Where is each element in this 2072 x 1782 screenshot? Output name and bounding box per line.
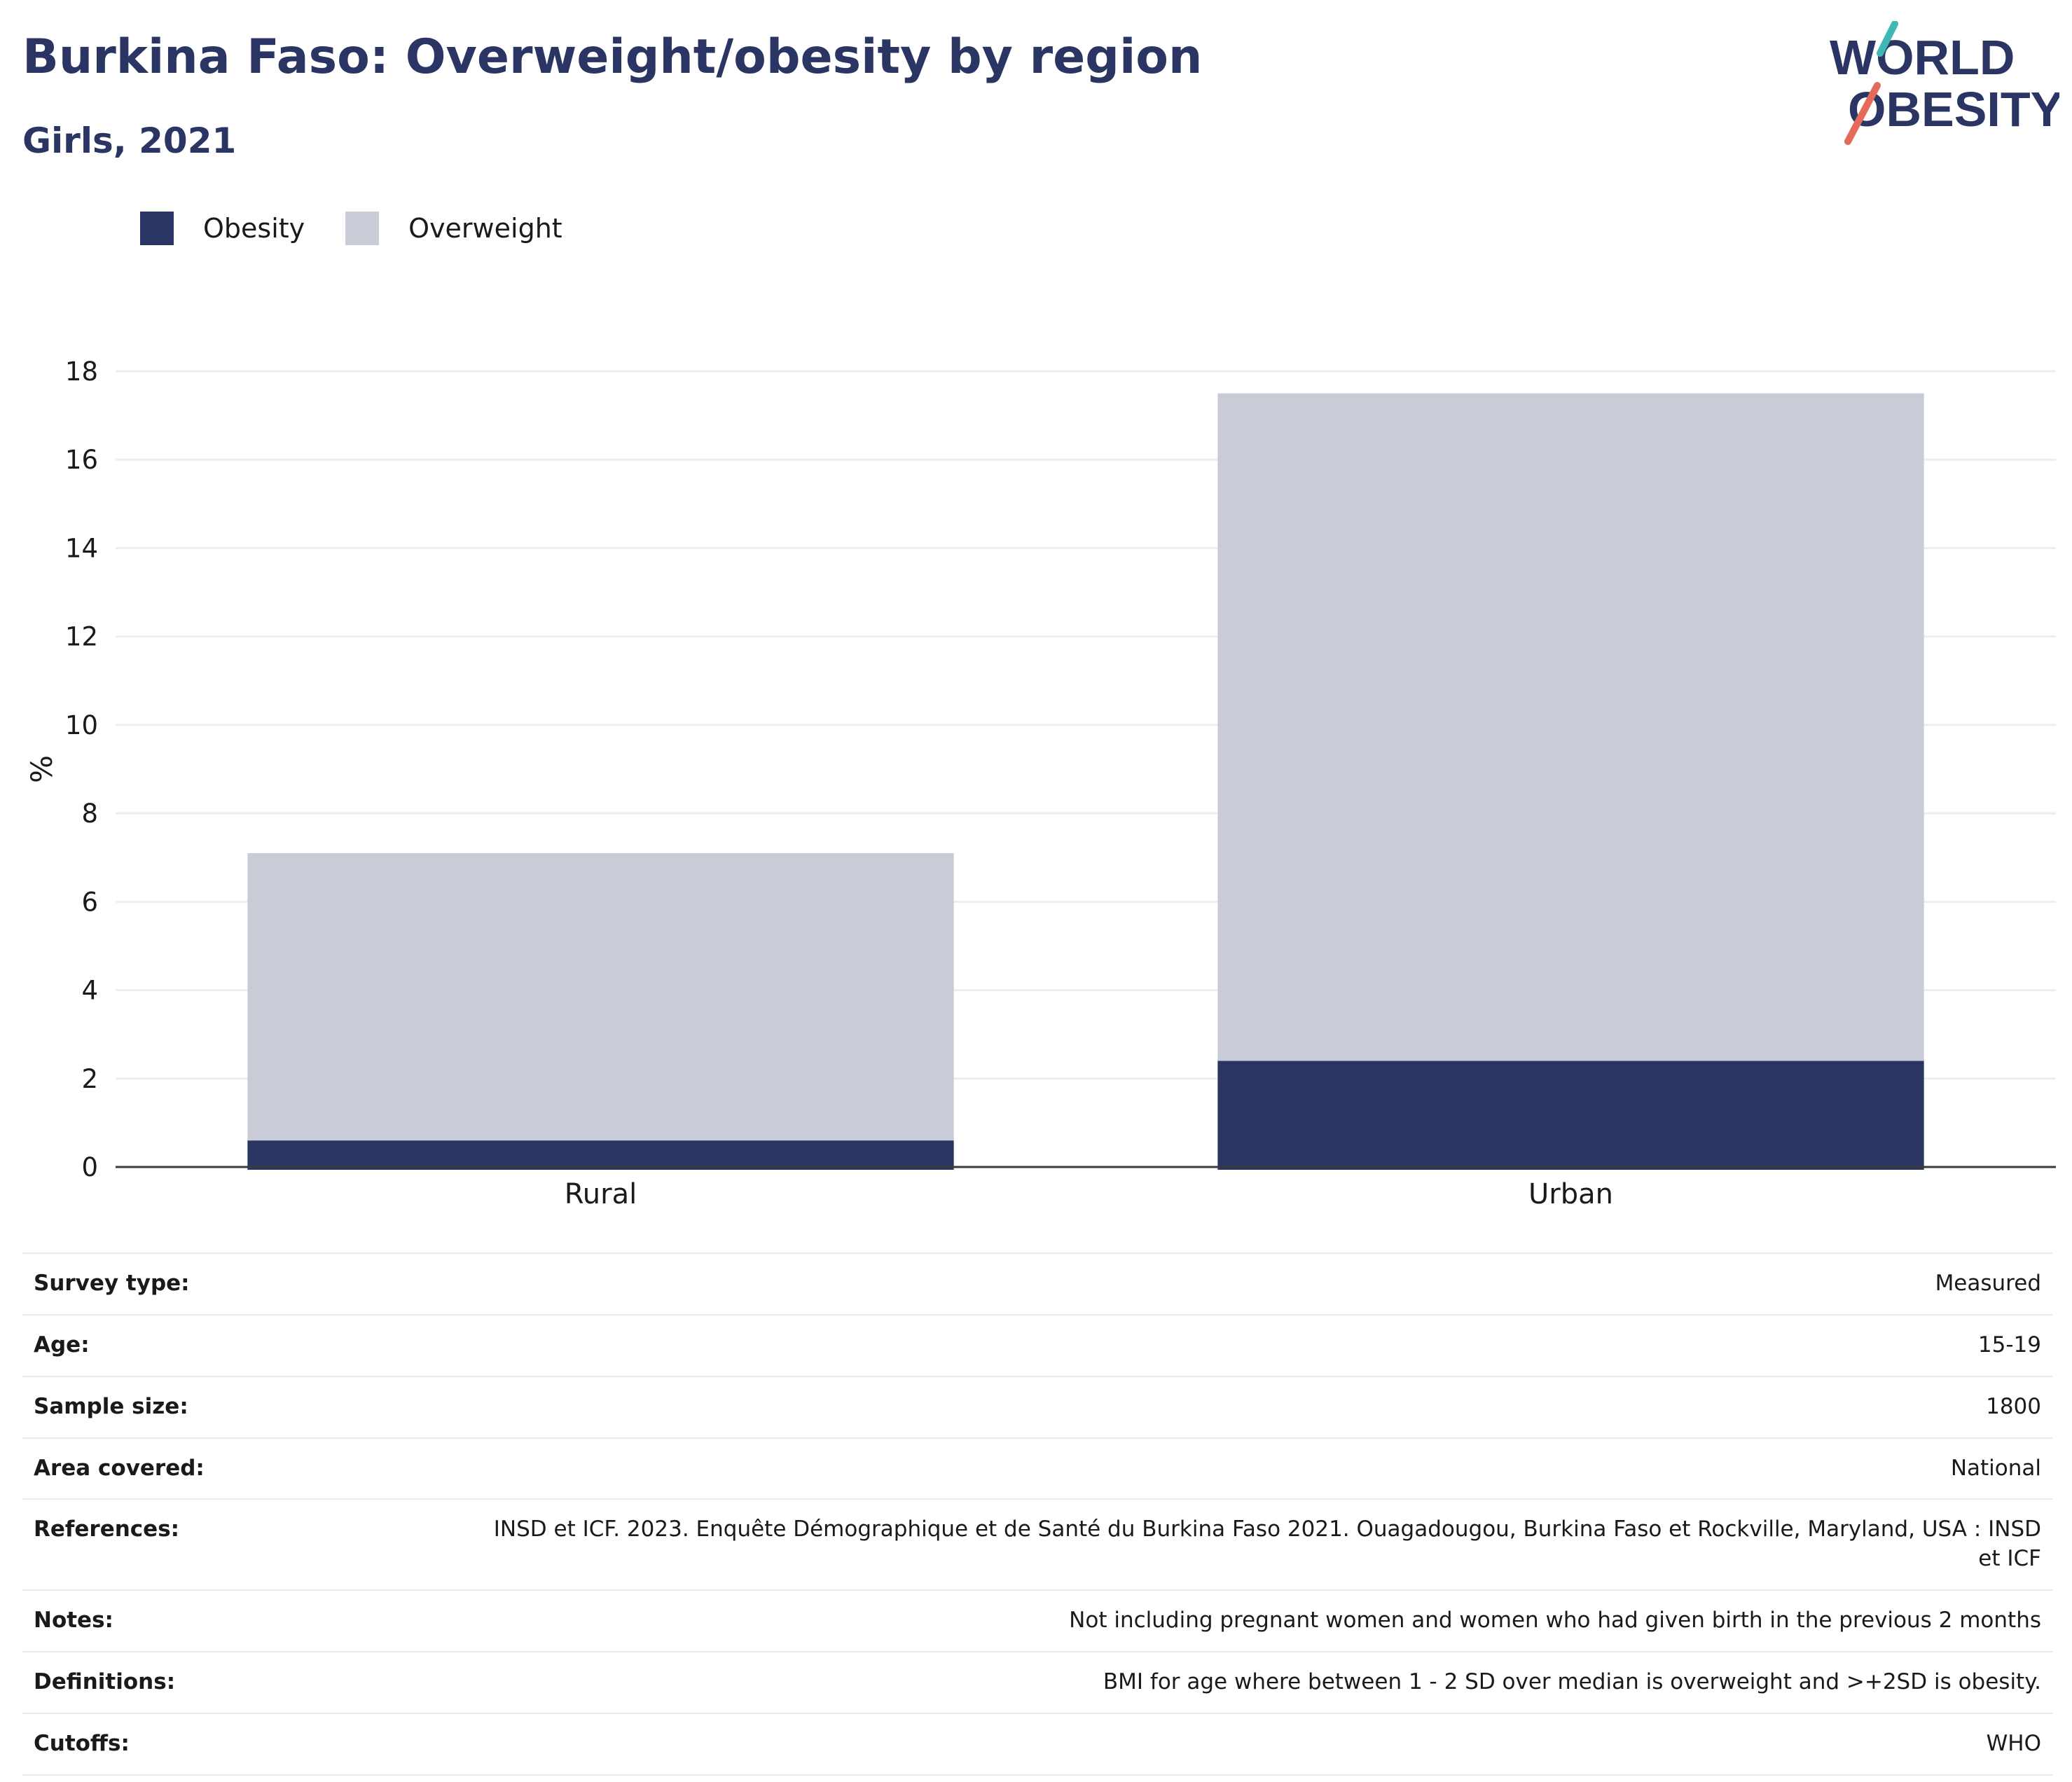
info-value: 15-19	[465, 1313, 2052, 1376]
x-tick-label: Rural	[565, 1178, 637, 1210]
logo-slash-teal	[1877, 21, 1898, 57]
info-row: Age: 15-19	[22, 1313, 2052, 1376]
info-label: Survey type:	[22, 1252, 465, 1315]
info-row: References: INSD et ICF. 2023. Enquête Dé…	[22, 1498, 2052, 1591]
page-subtitle: Girls, 2021	[22, 120, 237, 161]
y-tick-label: 6	[81, 887, 98, 917]
info-value: Not including pregnant women and women w…	[465, 1589, 2052, 1652]
info-label: Definitions:	[22, 1650, 465, 1713]
info-value: INSD et ICF. 2023. Enquête Démographique…	[465, 1498, 2052, 1591]
logo-line1: WORLD	[1830, 30, 2015, 85]
y-tick-label: 16	[65, 445, 98, 475]
page-title: Burkina Faso: Overweight/obesity by regi…	[22, 29, 1203, 85]
legend-swatch-obesity	[140, 212, 174, 245]
info-row: Definitions: BMI for age where between 1 …	[22, 1650, 2052, 1713]
y-tick-label: 18	[65, 357, 98, 387]
info-label: Age:	[22, 1313, 465, 1376]
bar-obesity-urban	[1217, 1061, 1924, 1170]
info-label: Sample size:	[22, 1375, 465, 1438]
y-tick-label: 10	[65, 710, 98, 740]
y-tick-label: 12	[65, 622, 98, 652]
info-label: Area covered:	[22, 1437, 465, 1500]
legend-swatch-overweight	[345, 212, 380, 245]
info-value: BMI for age where between 1 - 2 SD over …	[465, 1650, 2052, 1713]
info-row: Cutoffs: WHO	[22, 1712, 2052, 1776]
info-row: Survey type: Measured	[22, 1252, 2052, 1315]
y-tick-label: 14	[65, 533, 98, 563]
survey-info-table: Survey type: Measured Age: 15-19 Sample size…	[22, 1252, 2052, 1776]
legend-item-overweight[interactable]: Overweight	[345, 212, 562, 245]
y-tick-label: 4	[81, 976, 98, 1006]
y-tick-label: 2	[81, 1064, 98, 1094]
y-tick-label: 0	[81, 1152, 98, 1182]
legend-item-obesity[interactable]: Obesity	[140, 212, 305, 245]
info-value: National	[465, 1437, 2052, 1500]
chart-legend: Obesity Overweight	[140, 207, 603, 249]
info-value: WHO	[465, 1712, 2052, 1776]
info-value: 1800	[465, 1375, 2052, 1438]
legend-label-overweight: Overweight	[408, 213, 562, 244]
info-label: References:	[22, 1498, 465, 1591]
info-value: Measured	[465, 1252, 2052, 1315]
stacked-bar-chart: 0 2 4 6 8 10 12 14 16 18% Rural Urban	[25, 357, 2056, 1210]
y-tick-label: 8	[81, 799, 98, 829]
info-label: Notes:	[22, 1589, 465, 1652]
x-tick-label: Urban	[1528, 1178, 1613, 1210]
legend-label-obesity: Obesity	[203, 213, 305, 244]
info-row: Notes: Not including pregnant women and w…	[22, 1589, 2052, 1652]
info-row: Area covered: National	[22, 1437, 2052, 1500]
info-label: Cutoffs:	[22, 1712, 465, 1776]
logo-slash-coral	[1844, 82, 1881, 145]
info-row: Sample size: 1800	[22, 1375, 2052, 1438]
bar-overweight-urban	[1217, 393, 1924, 1061]
world-obesity-logo: WORLD OBESITY	[1830, 21, 2059, 145]
bar-overweight-rural	[247, 852, 954, 1141]
logo-line2: OBESITY	[1848, 82, 2059, 137]
bar-obesity-rural	[247, 1140, 954, 1170]
y-axis-label: %	[25, 755, 59, 783]
